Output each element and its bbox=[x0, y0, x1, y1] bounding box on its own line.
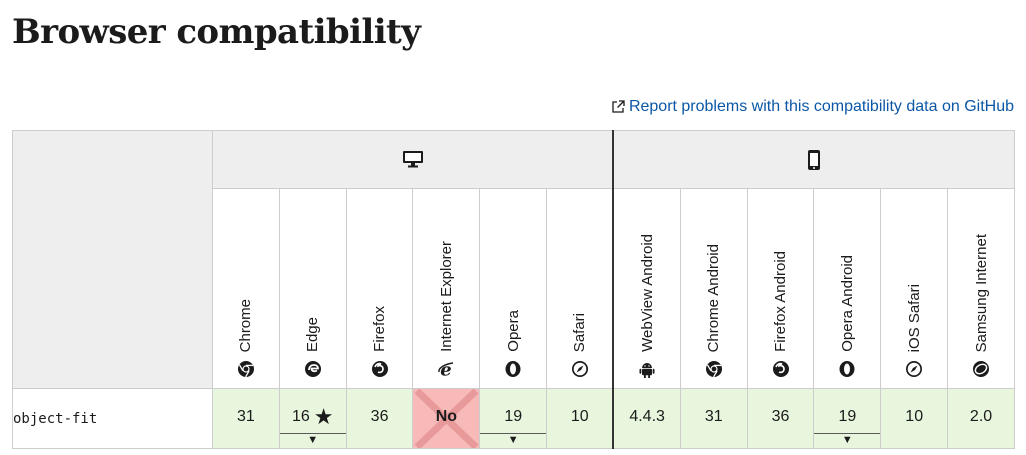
browser-name: Opera bbox=[504, 310, 522, 352]
support-version: 19 bbox=[504, 408, 523, 425]
browser-name: WebView Android bbox=[638, 234, 656, 352]
support-cell-samsung-internet[interactable]: 2.0 bbox=[947, 388, 1015, 449]
support-version: 36 bbox=[370, 408, 389, 425]
feature-name: object-fit bbox=[12, 388, 213, 449]
triangle-down-icon: ▼ bbox=[841, 434, 853, 446]
browser-col-firefox: Firefox bbox=[345, 188, 414, 389]
triangle-down-icon: ▼ bbox=[507, 434, 519, 446]
feature-row: object-fit 31 16 ★ ▼ 36 bbox=[12, 388, 1015, 449]
support-cell-edge[interactable]: 16 ★ ▼ bbox=[278, 388, 347, 449]
desktop-icon bbox=[402, 151, 424, 168]
support-cell-internet-explorer[interactable]: No bbox=[412, 388, 481, 449]
support-cell-chrome-android[interactable]: 31 bbox=[679, 388, 748, 449]
platform-desktop bbox=[212, 130, 615, 189]
report-link-label: Report problems with this compatibility … bbox=[628, 98, 1014, 115]
report-problems-link[interactable]: Report problems with this compatibility … bbox=[611, 98, 1014, 116]
expand-toggle[interactable]: ▼ bbox=[480, 433, 547, 448]
browser-col-internet-explorer: Internet Explorer e bbox=[412, 188, 481, 389]
browser-name: Opera Android bbox=[838, 255, 856, 352]
samsung-icon bbox=[972, 360, 990, 378]
opera-icon bbox=[838, 360, 856, 378]
support-cell-firefox[interactable]: 36 bbox=[345, 388, 414, 449]
browser-name: Internet Explorer bbox=[437, 241, 455, 352]
support-version: 10 bbox=[905, 408, 924, 425]
opera-icon bbox=[504, 360, 522, 378]
table-corner bbox=[12, 130, 213, 389]
browser-col-samsung-internet: Samsung Internet bbox=[947, 188, 1015, 389]
support-cell-firefox-android[interactable]: 36 bbox=[746, 388, 815, 449]
support-version: 10 bbox=[570, 408, 589, 425]
support-version: No bbox=[435, 408, 458, 425]
triangle-down-icon: ▼ bbox=[307, 434, 319, 446]
browser-name: Safari bbox=[571, 312, 589, 352]
chrome-icon bbox=[705, 360, 723, 378]
browser-col-firefox-android: Firefox Android bbox=[746, 188, 815, 389]
support-cell-opera-android[interactable]: 19 ▼ bbox=[813, 388, 882, 449]
platform-header-row bbox=[12, 130, 1016, 389]
browser-col-opera-android: Opera Android bbox=[813, 188, 882, 389]
support-version: 2.0 bbox=[969, 408, 993, 425]
mobile-icon bbox=[807, 149, 821, 170]
firefox-icon bbox=[371, 360, 389, 378]
support-version: 31 bbox=[704, 408, 723, 425]
support-version: 16 bbox=[291, 408, 310, 425]
browser-col-webview-android: WebView Android bbox=[612, 188, 681, 389]
compatibility-table: Chrome Edge Fi bbox=[12, 130, 1016, 449]
ie-icon: e bbox=[437, 360, 455, 378]
browser-header-row: Chrome Edge Fi bbox=[13, 188, 1015, 389]
browser-col-chrome-android: Chrome Android bbox=[679, 188, 748, 389]
support-cell-safari[interactable]: 10 bbox=[546, 388, 615, 449]
chrome-icon bbox=[237, 360, 255, 378]
browser-name: Firefox bbox=[371, 306, 389, 352]
browser-name: iOS Safari bbox=[905, 283, 923, 352]
support-version: 19 bbox=[838, 408, 857, 425]
support-cell-chrome[interactable]: 31 bbox=[212, 388, 280, 449]
browser-name: Chrome bbox=[237, 298, 255, 352]
platform-mobile bbox=[612, 130, 1016, 189]
expand-toggle[interactable]: ▼ bbox=[814, 433, 881, 448]
external-link-icon bbox=[611, 100, 625, 114]
support-version: 36 bbox=[771, 408, 790, 425]
browser-name: Firefox Android bbox=[772, 251, 790, 352]
support-cell-ios-safari[interactable]: 10 bbox=[880, 388, 949, 449]
browser-name: Edge bbox=[304, 316, 322, 352]
edge-icon bbox=[304, 360, 322, 378]
support-cell-webview-android[interactable]: 4.4.3 bbox=[612, 388, 681, 449]
safari-icon bbox=[905, 360, 923, 378]
star-icon: ★ bbox=[313, 404, 334, 429]
browser-col-chrome: Chrome bbox=[212, 188, 280, 389]
browser-col-opera: Opera bbox=[479, 188, 548, 389]
browser-name: Samsung Internet bbox=[972, 233, 990, 352]
support-version: 4.4.3 bbox=[629, 408, 665, 425]
safari-icon bbox=[571, 360, 589, 378]
svg-text:e: e bbox=[441, 360, 452, 378]
support-version: 31 bbox=[237, 408, 255, 425]
expand-toggle[interactable]: ▼ bbox=[279, 433, 346, 448]
browser-col-edge: Edge bbox=[278, 188, 347, 389]
cross-icon bbox=[415, 389, 479, 448]
page-title: Browser compatibility bbox=[12, 12, 421, 52]
browser-col-safari: Safari bbox=[546, 188, 615, 389]
firefox-icon bbox=[772, 360, 790, 378]
support-cell-opera[interactable]: 19 ▼ bbox=[479, 388, 548, 449]
browser-name: Chrome Android bbox=[705, 243, 723, 352]
android-icon bbox=[638, 360, 656, 378]
browser-col-ios-safari: iOS Safari bbox=[880, 188, 949, 389]
